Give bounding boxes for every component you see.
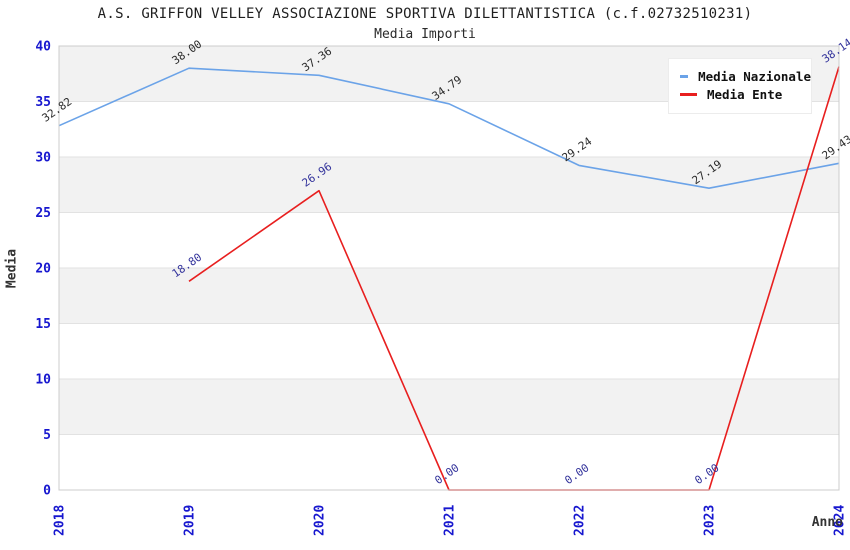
legend-item-media-ente: Media Ente — [680, 87, 811, 102]
legend-label: Media Nazionale — [698, 69, 811, 84]
plot-band — [59, 379, 839, 435]
plot-band — [59, 268, 839, 324]
x-tick-label: 2024 — [833, 505, 848, 536]
y-tick-label: 20 — [35, 262, 51, 277]
legend: Media Nazionale Media Ente — [668, 58, 812, 114]
chart-subtitle: Media Importi — [374, 27, 476, 42]
x-tick-label: 2022 — [573, 505, 588, 536]
plot-band — [59, 323, 839, 379]
x-tick-label: 2021 — [443, 505, 458, 536]
y-axis-title: Media — [4, 248, 20, 289]
legend-swatch-blue-line-icon — [680, 75, 689, 78]
y-tick-label: 10 — [35, 373, 51, 388]
x-tick-label: 2020 — [313, 505, 328, 536]
legend-label: Media Ente — [707, 87, 783, 102]
plot-band — [59, 212, 839, 268]
plot-band — [59, 157, 839, 213]
x-tick-label: 2023 — [703, 505, 718, 536]
plot-band — [59, 434, 839, 490]
x-tick-label: 2019 — [183, 505, 198, 536]
y-tick-label: 30 — [35, 151, 51, 166]
x-axis-title: Anno — [811, 515, 843, 530]
chart-title: A.S. GRIFFON VELLEY ASSOCIAZIONE SPORTIV… — [97, 6, 753, 22]
y-tick-label: 35 — [35, 95, 51, 110]
plot-border — [58, 45, 840, 491]
y-tick-label: 25 — [35, 206, 51, 221]
series-line-media-nazionale — [58, 67, 840, 189]
y-tick-label: 40 — [35, 40, 51, 55]
x-tick-label: 2018 — [53, 505, 68, 536]
legend-item-media-nazionale: Media Nazionale — [680, 69, 811, 84]
y-tick-label: 5 — [43, 428, 51, 443]
legend-swatch-red-line-icon — [680, 93, 697, 96]
y-tick-label: 0 — [43, 484, 51, 499]
y-tick-label: 15 — [35, 317, 51, 332]
